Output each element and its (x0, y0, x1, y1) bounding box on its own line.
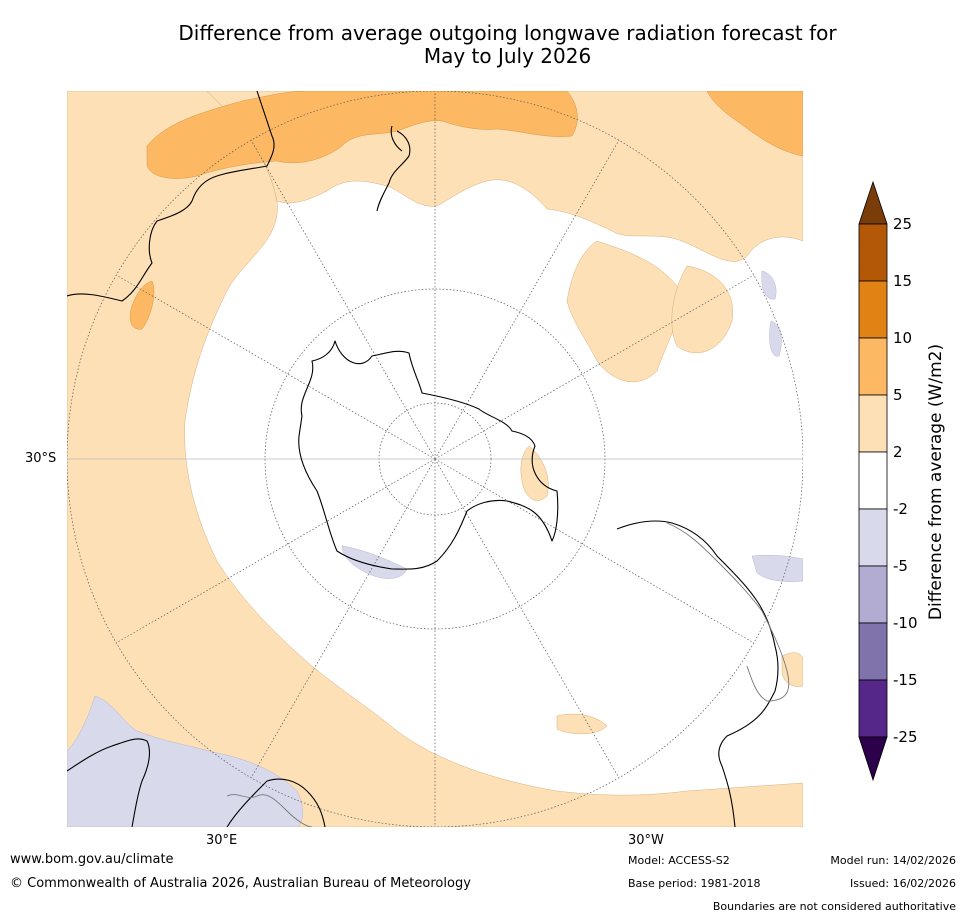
colorbar-tick-label: 10 (893, 329, 913, 347)
colorbar-band-minus5-minus10 (858, 565, 888, 624)
olr-anomaly-map (67, 91, 803, 827)
website-link[interactable]: www.bom.gov.au/climate (10, 852, 174, 867)
border-africa (226, 794, 313, 827)
anomaly-region-west-coast (129, 280, 155, 330)
anomaly-region-se-blob (556, 713, 608, 735)
title-line-2: May to July 2026 (423, 44, 592, 68)
colorbar-tick-label: 2 (893, 443, 903, 461)
colorbar-band-minus10-minus15 (858, 622, 888, 681)
map-title: Difference from average outgoing longwav… (60, 22, 955, 68)
coastline-africa (67, 738, 326, 827)
border-south-america (666, 522, 790, 702)
anomaly-region-near-antarctica (341, 545, 408, 579)
base-period-text: Base period: 1981-2018 (628, 877, 761, 890)
colorbar-band-minus15-minus25 (858, 679, 888, 738)
coastline-south-america (616, 520, 779, 827)
disclaimer-text: Boundaries are not considered authoritat… (712, 900, 956, 913)
anomaly-region-east-small-1 (761, 270, 777, 300)
colorbar-title: Difference from average (W/m2) (926, 343, 946, 621)
anomaly-region-ne-blob (671, 265, 733, 354)
colorbar (858, 180, 888, 782)
coastline-new-zealand (376, 125, 411, 212)
anomaly-region-northeast (706, 91, 803, 157)
title-line-1: Difference from average outgoing longwav… (178, 21, 837, 45)
anomaly-region-south-atlantic (566, 240, 680, 382)
anomaly-5-to-10-regions (129, 91, 803, 330)
colorbar-tick-label: -5 (893, 557, 908, 575)
anomaly-minus-5-to-minus-2-regions (67, 270, 803, 827)
coastline-antarctica (298, 340, 559, 570)
colorbar-tick-label: -15 (893, 671, 918, 689)
colorbar-band-10-15 (858, 280, 888, 339)
colorbar-tick-label: 5 (893, 386, 903, 404)
anomaly-region-se-coast (751, 555, 803, 582)
longitude-label-30w: 30°W (628, 833, 664, 848)
anomaly-region-east-small-2 (769, 320, 782, 357)
anomaly-region-west-arc (67, 91, 803, 827)
colorbar-under-triangle (858, 736, 888, 782)
colorbar-band-minus2-minus5 (858, 508, 888, 567)
anomaly-region-southwest (67, 695, 303, 827)
colorbar-tick-label: 25 (893, 215, 913, 233)
colorbar-tick-label: -10 (893, 614, 918, 632)
anomaly-region-australia-north (146, 91, 578, 179)
colorbar-tick-label: -25 (893, 728, 918, 746)
colorbar-band-neutral (858, 451, 888, 510)
coastlines (67, 91, 779, 827)
colorbar-tick-label: -2 (893, 500, 908, 518)
anomaly-region-east-edge (781, 652, 803, 687)
colorbar-band-2-5 (858, 394, 888, 453)
model-text: Model: ACCESS-S2 (628, 854, 730, 867)
coastline-australia (67, 91, 275, 302)
country-borders (226, 522, 790, 827)
longitude-label-30e: 30°E (206, 833, 238, 848)
colorbar-tick-label: 15 (893, 272, 913, 290)
copyright-text: © Commonwealth of Australia 2026, Austra… (10, 876, 471, 891)
colorbar-over-triangle (858, 180, 888, 225)
colorbar-band-15-25 (858, 223, 888, 282)
model-run-text: Model run: 14/02/2026 (830, 854, 956, 867)
colorbar-band-5-10 (858, 337, 888, 396)
issued-text: Issued: 16/02/2026 (849, 877, 956, 890)
latitude-label-30s: 30°S (25, 451, 57, 466)
